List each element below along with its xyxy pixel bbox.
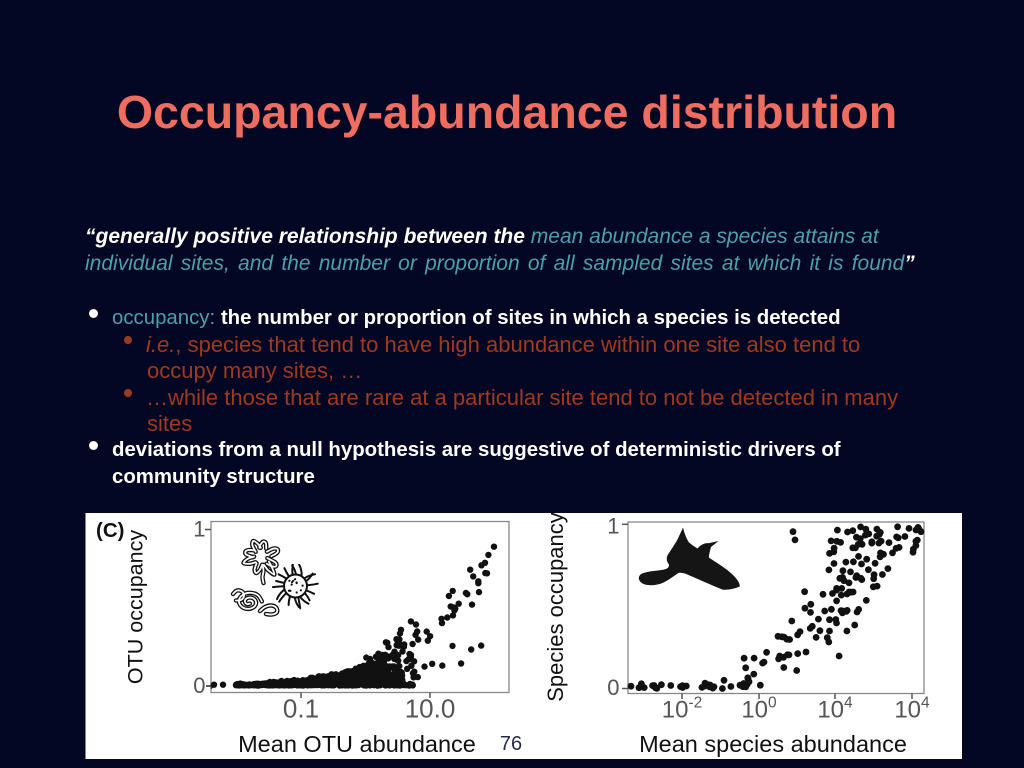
svg-text:OTU occupancy: OTU occupancy [124, 530, 148, 684]
svg-text:0: 0 [607, 675, 619, 700]
svg-text:1: 1 [193, 517, 205, 542]
svg-text:1: 1 [607, 514, 619, 539]
svg-text:(C): (C) [96, 519, 124, 542]
svg-text:0: 0 [193, 673, 205, 698]
svg-text:0.1: 0.1 [283, 694, 319, 724]
svg-text:10.0: 10.0 [405, 694, 456, 724]
svg-text:Species occupancy: Species occupancy [543, 512, 568, 702]
svg-text:Mean OTU abundance: Mean OTU abundance [238, 731, 476, 757]
svg-text:Mean species abundance: Mean species abundance [639, 731, 907, 757]
